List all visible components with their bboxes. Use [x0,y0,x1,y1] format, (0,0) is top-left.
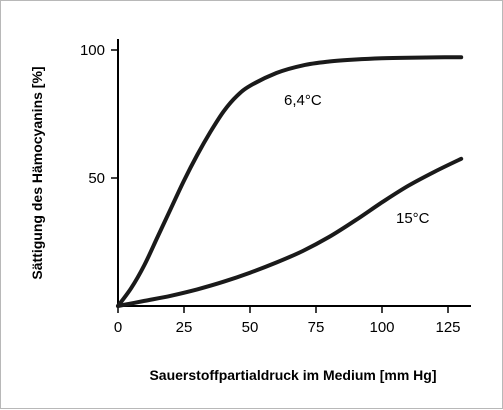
ticks [111,49,449,313]
y-tick-label: 100 [80,42,105,59]
axes [116,39,471,307]
x-tick-label: 25 [176,319,193,336]
series-label: 15°C [396,210,430,227]
series-label: 6,4°C [284,92,322,109]
x-tick-label: 0 [114,319,122,336]
series-line [116,55,464,308]
curves [116,55,464,308]
y-tick-label: 50 [88,170,105,187]
x-tick-label: 75 [308,319,325,336]
x-tick-label: 125 [435,319,460,336]
series-line [116,156,464,308]
tick-labels: 0 25 50 75 100 125 50 100 [80,42,461,336]
x-tick-label: 50 [242,319,259,336]
x-axis-title: Sauerstoffpartialdruck im Medium [mm Hg] [149,367,436,383]
curve-labels: 6,4°C 15°C [284,92,430,227]
y-axis-title: Sättigung des Hämocyanins [%] [29,66,45,279]
x-tick-label: 100 [369,319,394,336]
